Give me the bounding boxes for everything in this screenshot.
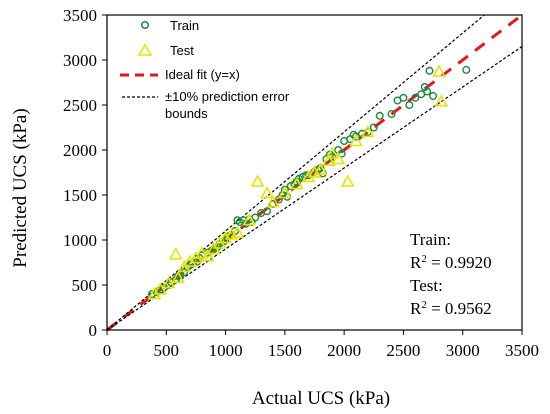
train-point	[369, 123, 378, 132]
test-point	[325, 146, 340, 159]
train-point	[387, 109, 396, 118]
test-point	[242, 213, 257, 226]
test-point	[307, 165, 322, 178]
train-point	[462, 65, 471, 74]
train-point	[375, 111, 384, 120]
legend-test-label: Test	[170, 43, 194, 58]
test-point	[260, 186, 274, 199]
test-point	[230, 225, 245, 238]
x-tick-label: 2000	[327, 341, 361, 360]
x-tick-label: 1500	[268, 341, 302, 360]
test-point	[277, 186, 292, 199]
train-point	[411, 93, 420, 102]
upper-bound-line	[106, 14, 485, 331]
test-point	[218, 231, 233, 244]
legend-ideal-label: Ideal fit (y=x)	[165, 67, 240, 82]
y-axis-title: Predicted UCS (kPa)	[10, 108, 31, 267]
x-axis-title: Actual UCS (kPa)	[252, 388, 390, 409]
train-point	[180, 268, 189, 277]
axis-ticks: 0 500 1000 1500 2000 2500 3000 3500 0 500 1000 1500…	[63, 6, 539, 360]
legend-test-marker	[137, 43, 153, 56]
train-r2-stat: R2 = 0.9920	[410, 253, 492, 272]
y-tick-label: 2500	[63, 96, 97, 115]
y-tick-label: 0	[89, 321, 98, 340]
test-point	[349, 133, 363, 147]
test-point	[168, 247, 183, 260]
test-point	[289, 177, 304, 190]
test-point	[434, 94, 449, 107]
test-point	[313, 162, 328, 175]
test-r2-stat: R2 = 0.9562	[410, 299, 492, 318]
reference-lines	[106, 13, 523, 332]
x-tick-label: 500	[154, 341, 180, 360]
y-tick-label: 3000	[63, 51, 97, 70]
test-point	[200, 249, 215, 262]
train-stat-label: Train:	[410, 230, 451, 249]
test-point	[194, 246, 209, 259]
test-point	[183, 254, 197, 267]
train-point	[263, 207, 272, 216]
r2-annotations: Train: R2 = 0.9920 Test: R2 = 0.9562	[410, 230, 492, 318]
legend-train-label: Train	[170, 18, 199, 33]
x-tick-label: 1000	[209, 341, 243, 360]
legend-bounds-label-cont: bounds	[165, 106, 208, 121]
legend: Train Test Ideal fit (y=x) ±10% predicti…	[120, 18, 290, 121]
y-tick-label: 1000	[63, 231, 97, 250]
train-point	[425, 66, 434, 75]
train-point	[251, 213, 260, 222]
test-point	[171, 270, 186, 284]
test-point	[340, 174, 355, 187]
test-stat-label: Test:	[410, 276, 443, 295]
x-tick-label: 3000	[446, 341, 480, 360]
train-point	[420, 82, 429, 91]
test-point	[161, 276, 176, 289]
y-tick-label: 500	[72, 276, 98, 295]
x-tick-label: 0	[103, 341, 112, 360]
test-point	[250, 174, 265, 187]
test-point	[153, 282, 168, 295]
test-point	[360, 124, 375, 138]
lower-bound-line	[106, 46, 523, 331]
test-point	[266, 195, 280, 208]
legend-bounds-label: ±10% prediction error	[165, 89, 290, 104]
ideal-fit-line	[106, 13, 523, 332]
legend-train-marker	[140, 20, 150, 30]
data-points	[147, 64, 471, 300]
x-tick-label: 3500	[505, 341, 539, 360]
test-point	[331, 151, 346, 165]
y-tick-label: 2000	[63, 141, 97, 160]
train-point	[423, 87, 432, 96]
x-tick-label: 2500	[386, 341, 420, 360]
train-point	[429, 91, 438, 100]
plot-frame	[106, 14, 523, 331]
train-point	[405, 100, 414, 109]
test-point	[321, 153, 336, 166]
y-tick-label: 3500	[63, 6, 97, 25]
train-point	[399, 93, 408, 102]
y-tick-label: 1500	[63, 186, 97, 205]
test-point	[432, 64, 446, 77]
